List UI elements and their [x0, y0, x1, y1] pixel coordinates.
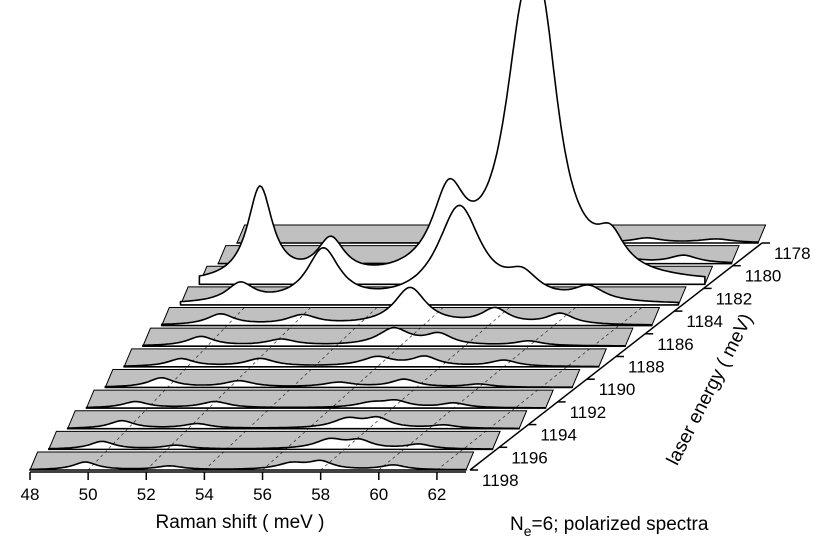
x-tick-label-48: 48 — [21, 485, 40, 504]
dashed-grid-lines — [87, 304, 646, 471]
z-tick-label-1178: 1178 — [774, 244, 811, 263]
z-tick-label-1192: 1192 — [570, 403, 607, 422]
grid-line-50 — [87, 304, 248, 471]
spectrum-curve — [142, 326, 627, 347]
spectrum-curve — [123, 355, 600, 368]
z-tick-label-1188: 1188 — [628, 358, 665, 377]
spectrum-curve — [160, 286, 653, 327]
spectrum-curve — [198, 0, 706, 286]
z-tick-label-1182: 1182 — [716, 289, 753, 308]
z-tick-label-1186: 1186 — [657, 335, 694, 354]
spectrum-curve — [48, 437, 494, 451]
spectrum-row-1198 — [29, 451, 475, 471]
x-axis-title: Raman shift ( meV ) — [156, 512, 325, 533]
x-tick-label-62: 62 — [427, 485, 446, 504]
caption: Ne=6; polarized spectra — [510, 514, 709, 539]
spectrum-curve — [104, 377, 573, 389]
z-tick-label-1194: 1194 — [540, 426, 577, 445]
grid-line-62 — [436, 304, 646, 471]
x-tick-label-54: 54 — [195, 485, 214, 504]
spectrum-curve — [29, 459, 467, 471]
z-tick-label-1180: 1180 — [745, 267, 782, 286]
grid-line-60 — [378, 304, 580, 471]
grid-line-54 — [204, 304, 380, 471]
spectra-group — [29, 0, 767, 471]
x-tick-label-52: 52 — [137, 485, 156, 504]
z-tick-label-1184: 1184 — [686, 312, 723, 331]
spectrum-row-1194 — [66, 410, 528, 430]
x-tick-label-58: 58 — [311, 485, 330, 504]
caption-subscript: e — [524, 523, 532, 539]
spectrum-curve — [66, 415, 520, 430]
spectrum-row-1196 — [48, 430, 501, 451]
caption-n: N — [510, 514, 524, 535]
grid-line-56 — [262, 304, 447, 471]
axes-group: 48 50 52 54 56 58 60 62 1178 1180 1182 1184 1186 1188… — [21, 242, 811, 504]
spectrum-row-1192 — [85, 389, 554, 409]
x-tick-label-60: 60 — [369, 485, 388, 504]
spectrum-row-1188 — [123, 348, 608, 368]
x-tick-label-50: 50 — [79, 485, 98, 504]
spectrum-curve — [179, 204, 680, 306]
z-tick-label-1198: 1198 — [482, 471, 519, 490]
grid-line-58 — [320, 304, 513, 471]
x-tick-label-56: 56 — [253, 485, 272, 504]
spectrum-row-1184 — [160, 286, 661, 327]
spectrum-curve — [85, 399, 547, 409]
spectrum-row-1186 — [142, 326, 634, 347]
caption-suffix: =6; polarized spectra — [532, 514, 709, 535]
z-tick-label-1190: 1190 — [599, 380, 636, 399]
spectrum-row-1182 — [179, 204, 687, 306]
z-tick-label-1196: 1196 — [511, 448, 548, 467]
